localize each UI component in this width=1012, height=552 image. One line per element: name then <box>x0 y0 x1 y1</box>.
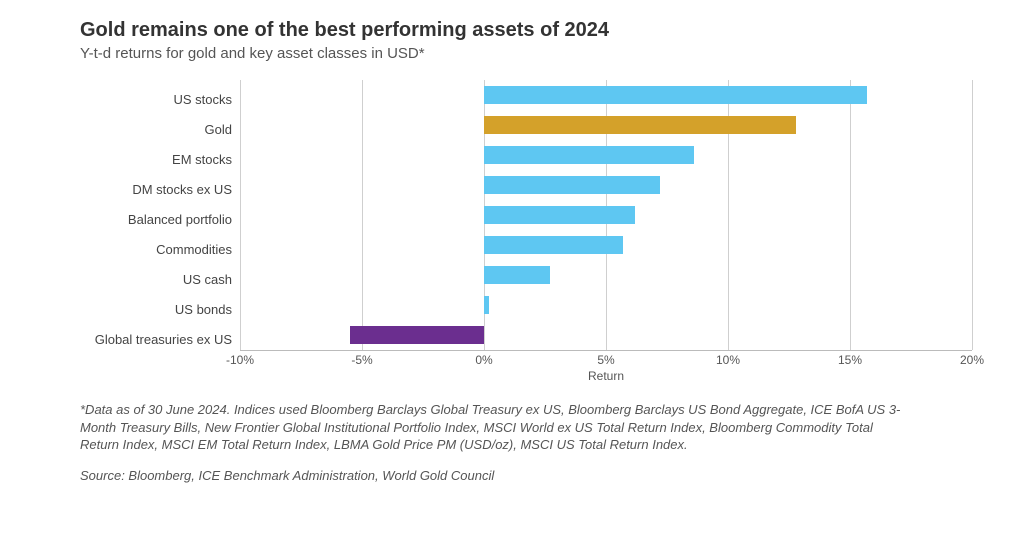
bar <box>484 176 660 194</box>
x-axis-tick: 0% <box>475 353 492 367</box>
bar <box>350 326 484 344</box>
x-axis-tick: 10% <box>716 353 740 367</box>
bar-row <box>240 200 972 230</box>
y-axis-labels: US stocksGoldEM stocksDM stocks ex USBal… <box>80 80 240 354</box>
bar <box>484 266 550 284</box>
y-axis-label: Global treasuries ex US <box>80 324 240 354</box>
y-axis-label: Gold <box>80 114 240 144</box>
x-axis-tick: 15% <box>838 353 862 367</box>
chart-footnote: *Data as of 30 June 2024. Indices used B… <box>80 401 910 454</box>
y-axis-label: US stocks <box>80 84 240 114</box>
y-axis-label: Balanced portfolio <box>80 204 240 234</box>
bar <box>484 116 796 134</box>
x-axis-title: Return <box>240 369 972 383</box>
bar <box>484 296 489 314</box>
x-axis: -10%-5%0%5%10%15%20% <box>240 351 972 369</box>
bar <box>484 86 867 104</box>
bar-row <box>240 110 972 140</box>
chart-page: Gold remains one of the best performing … <box>0 0 1012 552</box>
bar <box>484 206 635 224</box>
chart-source: Source: Bloomberg, ICE Benchmark Adminis… <box>80 468 972 483</box>
bar-row <box>240 260 972 290</box>
y-axis-label: US bonds <box>80 294 240 324</box>
x-axis-tick: 20% <box>960 353 984 367</box>
bar <box>484 146 694 164</box>
y-axis-label: US cash <box>80 264 240 294</box>
y-axis-label: EM stocks <box>80 144 240 174</box>
bar <box>484 236 623 254</box>
bar-row <box>240 80 972 110</box>
bar-row <box>240 170 972 200</box>
x-axis-tick: 5% <box>597 353 614 367</box>
bar-row <box>240 140 972 170</box>
x-axis-tick: -5% <box>351 353 372 367</box>
y-axis-label: Commodities <box>80 234 240 264</box>
bar-row <box>240 230 972 260</box>
plot-column: -10%-5%0%5%10%15%20% Return <box>240 80 972 383</box>
y-axis-label: DM stocks ex US <box>80 174 240 204</box>
gridline <box>972 80 973 350</box>
plot-area <box>240 80 972 351</box>
chart-subtitle: Y-t-d returns for gold and key asset cla… <box>80 45 972 62</box>
chart-title: Gold remains one of the best performing … <box>80 18 972 43</box>
bar-row <box>240 290 972 320</box>
bar-row <box>240 320 972 350</box>
chart-container: US stocksGoldEM stocksDM stocks ex USBal… <box>80 80 972 383</box>
x-axis-tick: -10% <box>226 353 254 367</box>
